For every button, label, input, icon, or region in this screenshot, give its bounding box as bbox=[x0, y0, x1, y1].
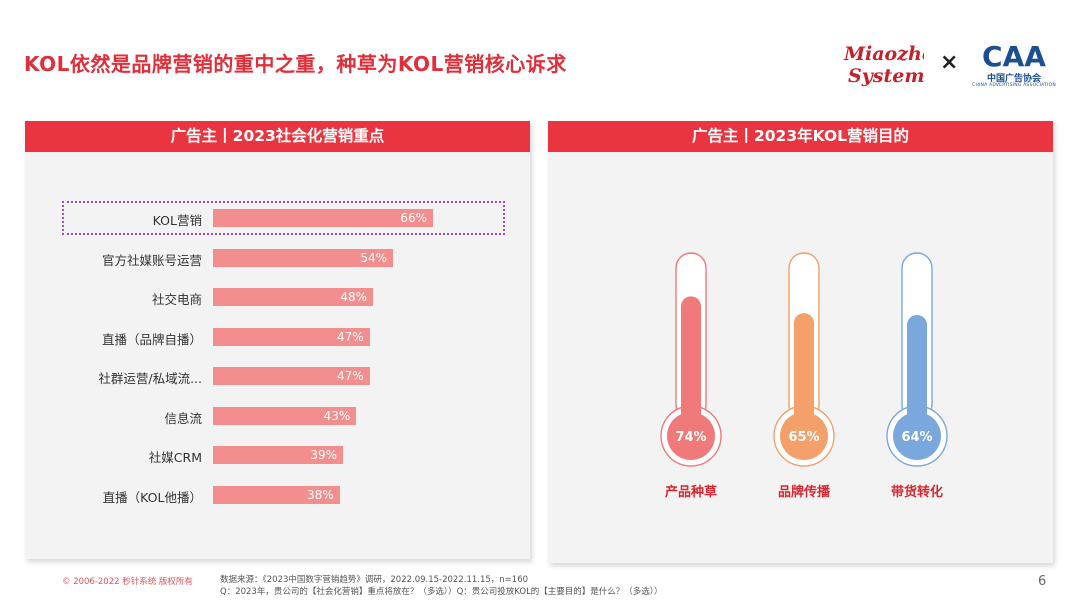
bar: 39% bbox=[213, 446, 343, 464]
copyright: © 2006-2022 秒针系统 版权所有 bbox=[62, 577, 193, 587]
thermometer: 64% bbox=[886, 252, 948, 467]
bar: 66% bbox=[213, 209, 433, 227]
bar: 47% bbox=[213, 367, 370, 385]
page-title: KOL依然是品牌营销的重中之重，种草为KOL营销核心诉求 bbox=[24, 52, 567, 76]
thermometer-fill bbox=[681, 296, 701, 434]
bar-label: 信息流 bbox=[164, 410, 202, 426]
bar: 48% bbox=[213, 288, 373, 306]
bar-value-label: 66% bbox=[400, 211, 427, 225]
bar-value-label: 47% bbox=[336, 369, 364, 383]
bar-label: 社媒CRM bbox=[148, 450, 202, 465]
thermometer-value-label: 65% bbox=[788, 430, 819, 445]
data-source: 数据来源：《2023中国数字营销趋势》调研，2022.09.15-2022.11… bbox=[220, 575, 663, 598]
bar-chart-title: 广告主丨2023社会化营销重点 bbox=[25, 121, 530, 152]
bar-value-label: 54% bbox=[360, 250, 387, 265]
thermometer: 74% bbox=[660, 252, 722, 467]
thermometer-category-label: 带货转化 bbox=[890, 485, 943, 500]
bar-label: 直播（KOL他播） bbox=[102, 489, 202, 505]
miaozhen-logo-line1: Miaozhen bbox=[843, 43, 924, 65]
bar: 38% bbox=[213, 485, 340, 504]
caa-logo-mark: CAA bbox=[982, 40, 1046, 72]
thermometer-fill bbox=[907, 314, 927, 434]
bar-label: 直播（品牌自播） bbox=[101, 331, 202, 347]
caa-logo: CAA 中国广告协会 CHINA ADVERTISING ASSOCIATION bbox=[972, 38, 1056, 94]
thermometer-value-label: 64% bbox=[901, 430, 932, 445]
thermometer-bulb bbox=[667, 412, 715, 460]
thermo-chart-title: 广告主丨2023年KOL营销目的 bbox=[548, 121, 1053, 152]
thermometer: 65% bbox=[773, 252, 835, 467]
thermometer-category-label: 产品种草 bbox=[664, 485, 717, 500]
bar: 47% bbox=[213, 327, 370, 346]
bar-value-label: 39% bbox=[310, 448, 337, 462]
bar-label: 社交电商 bbox=[151, 292, 202, 307]
social-marketing-panel: 广告主丨2023社会化营销重点 KOL营销 66% 官方社媒账号运营 54% 社交电商 4… bbox=[25, 121, 530, 559]
page-number: 6 bbox=[1038, 574, 1047, 589]
bar-label: 官方社媒账号运营 bbox=[101, 252, 202, 268]
bar-value-label: 38% bbox=[306, 487, 334, 502]
kol-goals-panel: 广告主丨2023年KOL营销目的 74% 65% 64% 产品种草 品牌传播 带货转化 bbox=[548, 121, 1053, 563]
bar-value-label: 43% bbox=[323, 408, 351, 423]
times-sign: × bbox=[940, 50, 959, 75]
thermometer-bulb bbox=[780, 412, 828, 460]
caa-name-cn: 中国广告协会 bbox=[986, 74, 1041, 84]
bar-value-label: 48% bbox=[340, 290, 367, 304]
bar-label: KOL营销 bbox=[152, 213, 202, 228]
source-line-1: 数据来源：《2023中国数字营销趋势》调研，2022.09.15-2022.11… bbox=[220, 575, 529, 585]
bar: 54% bbox=[213, 248, 393, 267]
kol-highlight-box bbox=[62, 201, 505, 235]
thermometer-chart: 74% 65% 64% bbox=[660, 252, 948, 467]
thermometer-value-label: 74% bbox=[675, 430, 706, 445]
thermometer-bulb bbox=[893, 412, 941, 460]
source-line-2: Q：2023年，贵公司的【社会化营销】重点将放在？（多选））Q：贵公司投放KOL… bbox=[220, 586, 663, 597]
bar: 43% bbox=[213, 406, 357, 425]
bar-label: 社群运营/私域流... bbox=[98, 371, 202, 386]
miaozhen-logo: Miaozhen Systems bbox=[842, 38, 948, 90]
thermometer-fill bbox=[794, 313, 814, 434]
thermometer-category-label: 品牌传播 bbox=[777, 485, 830, 500]
bar-value-label: 47% bbox=[336, 329, 364, 344]
caa-name-en: CHINA ADVERTISING ASSOCIATION bbox=[972, 83, 1056, 88]
miaozhen-logo-line2: Systems bbox=[848, 65, 924, 87]
